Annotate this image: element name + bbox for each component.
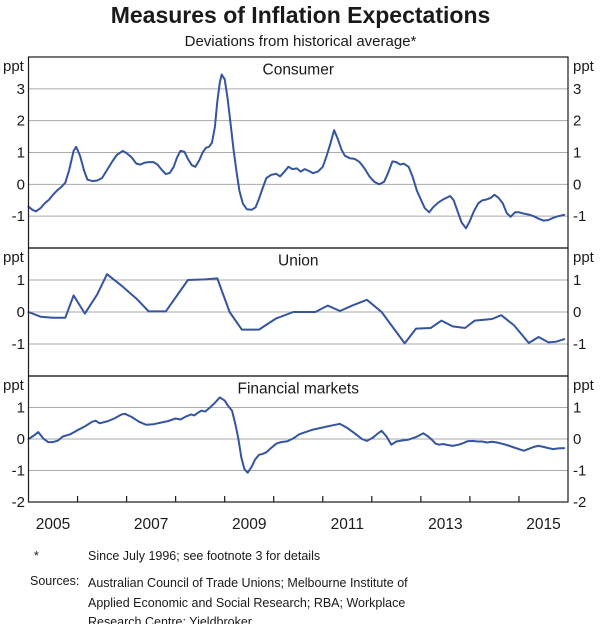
y-axis-unit-left: ppt <box>3 249 25 266</box>
y-tick-label-right: -2 <box>573 494 586 511</box>
y-tick-label-left: 0 <box>17 176 25 193</box>
y-tick-label-left: -2 <box>12 494 25 511</box>
sources-line: Research Centre; Yieldbroker <box>88 615 252 624</box>
x-year-label: 2005 <box>36 516 70 533</box>
panel-title: Union <box>278 253 319 270</box>
y-tick-label-right: -1 <box>573 463 586 480</box>
y-tick-label-left: -1 <box>12 208 25 225</box>
series-line-union <box>27 273 566 345</box>
y-tick-label-left: 1 <box>17 400 25 417</box>
sources-label: Sources: <box>30 574 80 588</box>
x-year-label: 2015 <box>526 516 560 533</box>
y-tick-label-left: -1 <box>12 336 25 353</box>
y-tick-label-right: 0 <box>573 304 581 321</box>
y-tick-label-right: -1 <box>573 336 586 353</box>
panel-consumer: Consumer ppt ppt -1 -1 0 0 1 1 2 2 3 3 <box>3 56 595 249</box>
y-tick-label-left: 1 <box>17 272 25 289</box>
panel-title: Financial markets <box>238 381 360 398</box>
y-tick-label-left: 2 <box>17 113 25 130</box>
x-year-label: 2011 <box>331 516 364 533</box>
y-tick-label-left: -1 <box>12 463 25 480</box>
panel-frame <box>27 375 569 503</box>
x-year-label: 2013 <box>428 516 462 533</box>
y-axis-unit-left: ppt <box>3 377 25 394</box>
y-tick-label-right: 3 <box>573 81 581 98</box>
sources-line: Australian Council of Trade Unions; Melb… <box>88 576 408 590</box>
y-axis-unit-right: ppt <box>573 377 595 394</box>
x-year-label: 2009 <box>232 516 266 533</box>
footnote-text: Since July 1996; see footnote 3 for deta… <box>88 549 321 563</box>
y-axis-unit-left: ppt <box>3 58 25 75</box>
y-tick-label-right: 1 <box>573 145 581 162</box>
y-tick-label-right: 0 <box>573 431 581 448</box>
y-tick-label-right: 2 <box>573 113 581 130</box>
footnote-marker: * <box>34 549 39 563</box>
y-tick-label-right: 1 <box>573 400 581 417</box>
x-year-label: 2007 <box>134 516 168 533</box>
sources-block: Australian Council of Trade Unions; Melb… <box>88 574 558 624</box>
panel-union: Union ppt ppt -1 -1 0 0 1 1 <box>3 247 595 377</box>
y-tick-label-left: 0 <box>17 304 25 321</box>
panel-title: Consumer <box>263 62 335 79</box>
y-tick-label-left: 1 <box>17 145 25 162</box>
sources-line: Applied Economic and Social Research; RB… <box>88 595 406 610</box>
y-tick-label-right: 0 <box>573 176 581 193</box>
panel-financial-markets: Financial markets ppt ppt -2 -2 -1 -1 0 0 1 1 <box>3 375 595 511</box>
series-line-consumer <box>27 73 566 230</box>
y-axis-unit-right: ppt <box>573 58 595 75</box>
y-tick-label-right: -1 <box>573 208 586 225</box>
y-tick-label-left: 3 <box>17 81 25 98</box>
chart-title: Measures of Inflation Expectations <box>110 2 491 28</box>
y-axis-unit-right: ppt <box>573 249 595 266</box>
series-line-financial-markets <box>27 396 566 474</box>
y-tick-label-right: 1 <box>573 272 581 289</box>
chart-subtitle: Deviations from historical average* <box>184 33 417 50</box>
y-tick-label-left: 0 <box>17 431 25 448</box>
